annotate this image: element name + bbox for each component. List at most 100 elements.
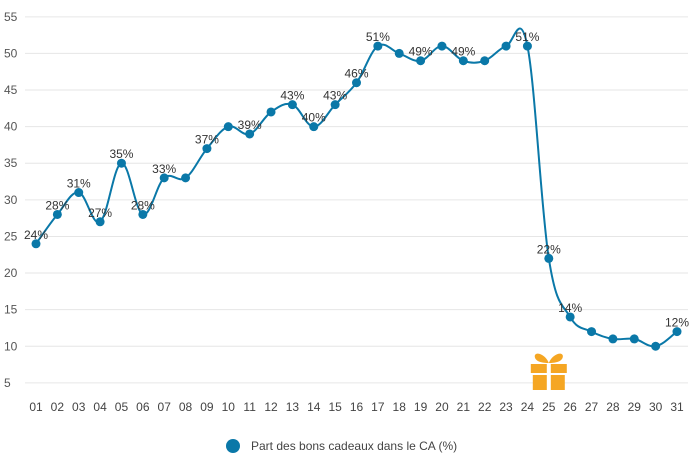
x-tick-label: 31 <box>670 400 684 414</box>
data-label: 46% <box>344 67 368 81</box>
y-tick-label: 45 <box>4 83 18 97</box>
x-tick-label: 14 <box>307 400 321 414</box>
x-tick-label: 10 <box>222 400 236 414</box>
legend-label[interactable]: Part des bons cadeaux dans le CA (%) <box>251 439 457 453</box>
data-label: 51% <box>515 30 539 44</box>
data-point[interactable] <box>629 334 639 344</box>
y-tick-label: 40 <box>4 120 18 134</box>
x-tick-label: 01 <box>29 400 43 414</box>
x-tick-label: 13 <box>286 400 300 414</box>
x-tick-label: 07 <box>158 400 172 414</box>
data-label: 28% <box>45 198 69 212</box>
x-tick-label: 04 <box>93 400 107 414</box>
data-point[interactable] <box>287 100 297 110</box>
data-label: 49% <box>409 45 433 59</box>
data-label: 28% <box>131 198 155 212</box>
x-tick-label: 29 <box>628 400 642 414</box>
x-tick-label: 12 <box>264 400 278 414</box>
x-tick-label: 11 <box>243 400 256 414</box>
x-tick-label: 06 <box>136 400 150 414</box>
y-tick-label: 35 <box>4 156 18 170</box>
x-axis-ticks: 01 02 03 04 05 06 07 08 09 10 11 12 13 14 15 16 17 18 19 20… <box>29 400 684 414</box>
x-tick-label: 28 <box>606 400 620 414</box>
data-label: 40% <box>302 111 326 125</box>
data-point[interactable] <box>352 78 361 88</box>
x-tick-label: 17 <box>371 400 385 414</box>
x-tick-label: 02 <box>51 400 65 414</box>
data-label: 51% <box>366 30 390 44</box>
y-tick-label: 30 <box>4 193 18 207</box>
data-point[interactable] <box>116 158 126 168</box>
data-label: 37% <box>195 133 219 147</box>
y-tick-label: 10 <box>4 339 18 353</box>
y-tick-label: 5 <box>4 376 11 390</box>
x-tick-label: 16 <box>350 400 364 414</box>
x-tick-label: 15 <box>328 400 342 414</box>
x-tick-label: 27 <box>585 400 599 414</box>
data-point[interactable] <box>544 253 554 263</box>
data-label: 49% <box>451 45 475 59</box>
data-label: 39% <box>238 118 262 132</box>
y-tick-label: 25 <box>4 229 18 243</box>
data-point[interactable] <box>522 41 532 51</box>
data-point[interactable] <box>608 334 618 344</box>
data-point[interactable] <box>458 56 468 66</box>
data-label: 33% <box>152 162 176 176</box>
data-point[interactable] <box>74 188 84 198</box>
x-tick-label: 23 <box>499 400 513 414</box>
data-point[interactable] <box>501 41 511 51</box>
x-tick-label: 08 <box>179 400 193 414</box>
data-label: 31% <box>67 177 91 191</box>
gift-ribbon <box>546 364 551 390</box>
x-tick-label: 05 <box>115 400 129 414</box>
data-point[interactable] <box>416 56 426 66</box>
data-point[interactable] <box>330 100 340 110</box>
data-point[interactable] <box>373 41 383 51</box>
data-label: 43% <box>280 89 304 103</box>
data-point[interactable] <box>565 312 575 322</box>
legend-marker[interactable] <box>226 439 240 453</box>
data-label: 14% <box>558 301 582 315</box>
data-point[interactable] <box>52 209 62 219</box>
data-point[interactable] <box>394 48 404 58</box>
data-point[interactable] <box>437 41 447 51</box>
data-point[interactable] <box>480 56 490 66</box>
y-tick-label: 55 <box>4 10 18 24</box>
y-tick-label: 15 <box>4 303 18 317</box>
y-tick-label: 20 <box>4 266 18 280</box>
x-tick-label: 30 <box>649 400 663 414</box>
x-tick-label: 21 <box>457 400 471 414</box>
x-tick-label: 24 <box>521 400 535 414</box>
gift-bow-left <box>534 353 549 363</box>
annotation <box>530 353 567 390</box>
data-point[interactable] <box>245 129 255 139</box>
x-tick-label: 26 <box>563 400 577 414</box>
data-point[interactable] <box>266 107 276 117</box>
x-tick-label: 20 <box>435 400 449 414</box>
data-labels: 24% 28% 31% 27% 35% 28% 33% 37% 39% 43% 40% 43% 46% 5… <box>24 30 689 330</box>
data-point[interactable] <box>138 209 148 219</box>
data-point[interactable] <box>202 144 212 154</box>
gift-icon <box>530 353 567 390</box>
data-label: 27% <box>88 206 112 220</box>
data-label: 24% <box>24 228 48 242</box>
y-tick-label: 50 <box>4 46 18 60</box>
data-point[interactable] <box>309 122 319 132</box>
data-point[interactable] <box>223 122 233 132</box>
x-tick-label: 03 <box>72 400 86 414</box>
data-point[interactable] <box>159 173 169 183</box>
legend[interactable]: Part des bons cadeaux dans le CA (%) <box>226 439 457 453</box>
data-point[interactable] <box>672 327 682 337</box>
data-point[interactable] <box>95 217 105 227</box>
data-point[interactable] <box>651 341 661 351</box>
data-label: 43% <box>323 89 347 103</box>
data-point[interactable] <box>31 239 41 249</box>
x-tick-label: 18 <box>393 400 407 414</box>
data-point[interactable] <box>181 173 191 183</box>
data-label: 35% <box>109 147 133 161</box>
x-tick-label: 09 <box>200 400 214 414</box>
data-label: 12% <box>665 316 689 330</box>
data-point[interactable] <box>587 327 597 337</box>
